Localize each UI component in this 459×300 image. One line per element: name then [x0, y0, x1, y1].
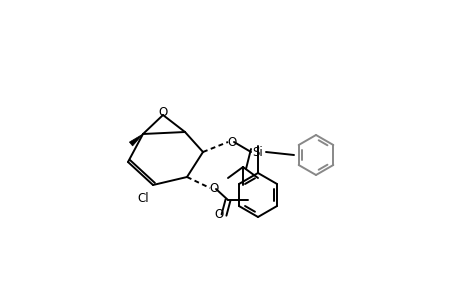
Polygon shape	[129, 134, 143, 146]
Text: Si: Si	[252, 146, 263, 158]
Text: O: O	[209, 182, 218, 194]
Text: O: O	[227, 136, 236, 148]
Text: O: O	[214, 208, 223, 221]
Text: O: O	[158, 106, 167, 118]
Text: Cl: Cl	[137, 193, 149, 206]
